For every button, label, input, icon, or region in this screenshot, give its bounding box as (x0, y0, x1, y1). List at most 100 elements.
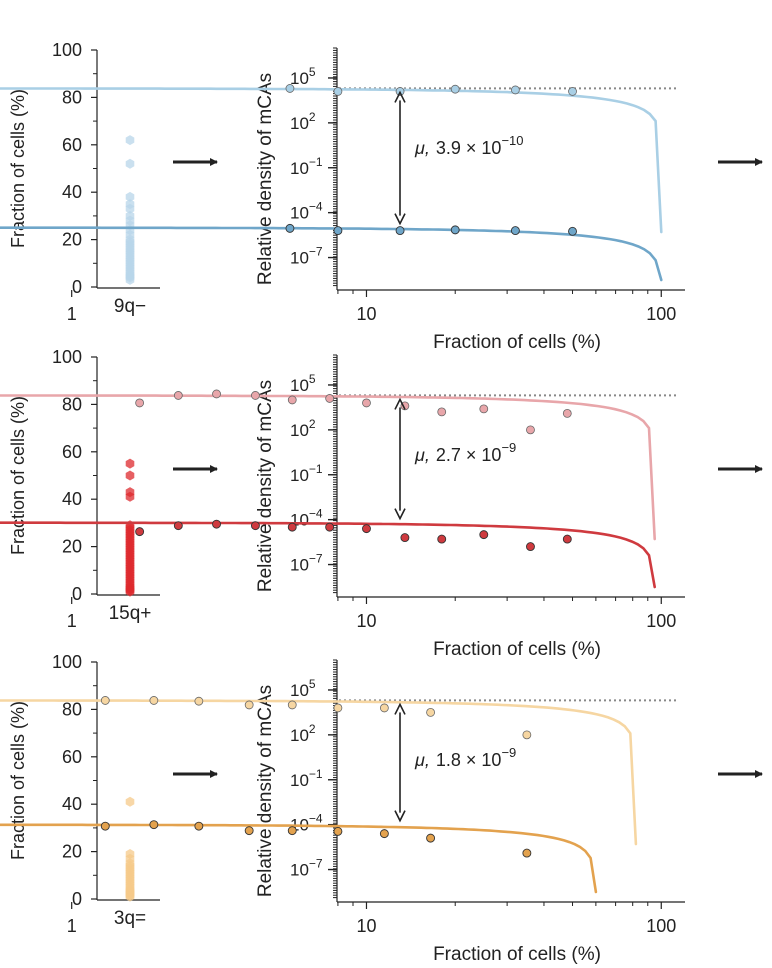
upper-point (194, 696, 204, 706)
lower-point (333, 826, 343, 836)
lower-point (426, 833, 436, 843)
tick-base: 10 (290, 204, 309, 223)
density-y-tick-label: 105 (290, 677, 316, 700)
strip-point (125, 891, 135, 902)
strip-tick-label: 40 (62, 794, 82, 814)
density-y-tick-label: 10−1 (290, 462, 323, 485)
mu-arrow-head-down (394, 810, 406, 823)
density-y-tick-label: 10−7 (290, 857, 323, 880)
tick-exponent: −1 (309, 155, 323, 169)
density-y-tick-label: 102 (290, 110, 316, 133)
mu-arrow-head-up (394, 90, 406, 103)
density-x-tick-label: 100 (646, 916, 676, 936)
lower-point (526, 542, 535, 552)
tick-base: 10 (290, 159, 309, 178)
tick-exponent: 2 (309, 417, 316, 431)
density-y-tick-label: 105 (290, 372, 316, 395)
mu-exponent: −9 (501, 440, 516, 455)
strip-tick-label: 80 (62, 699, 82, 719)
tick-exponent: −1 (309, 767, 323, 781)
lower-point (522, 848, 532, 858)
lower-point (287, 826, 297, 836)
tick-base: 10 (290, 771, 309, 790)
tick-base: 10 (290, 69, 309, 88)
density-x-tick-label: 1 (67, 304, 77, 324)
upper-point (325, 394, 335, 403)
y-minor-ticks (333, 354, 337, 594)
tick-base: 10 (290, 861, 309, 880)
density-x-label: Fraction of cells (%) (433, 332, 601, 353)
strip-tick-label: 40 (62, 182, 82, 202)
strip-y-label: Fraction of cells (%) (8, 701, 28, 860)
tick-exponent: −7 (309, 552, 323, 566)
upper-point (287, 700, 297, 710)
upper-point (426, 708, 435, 717)
mu-value: 2.7 × 10 (436, 445, 502, 465)
tick-exponent: 5 (309, 372, 316, 386)
mu-value: 1.8 × 10 (436, 750, 502, 770)
lower-point (149, 820, 159, 830)
density-x-tick-label: 10 (356, 916, 376, 936)
strip-point (125, 135, 135, 146)
lower-curve (0, 521, 657, 589)
upper-point (362, 398, 371, 408)
strip-point (125, 203, 135, 214)
tick-exponent: −4 (309, 507, 323, 521)
tick-base: 10 (290, 466, 309, 485)
lower-point (400, 533, 410, 543)
upper-point (212, 389, 221, 399)
lower-point (510, 226, 520, 236)
upper-point (568, 87, 577, 96)
mu-exponent: −9 (501, 745, 516, 760)
upper-point (149, 696, 159, 705)
strip-tick-label: 60 (62, 442, 82, 462)
strip-point (125, 586, 135, 597)
strip-plot: 0 20 40 60 80 100 Fraction of cells (%) 9q− (8, 40, 160, 317)
mu-value: 3.9 × 10 (436, 138, 502, 158)
upper-point (510, 85, 520, 95)
mu-annotation: μ, 2.7 × 10−9 (414, 440, 516, 465)
tick-base: 10 (290, 681, 309, 700)
tick-exponent: 5 (309, 677, 316, 691)
density-x-tick-label: 10 (356, 611, 376, 631)
density-x-tick-label: 10 (356, 304, 376, 324)
upper-point (437, 407, 447, 417)
strip-tick-label: 0 (72, 889, 82, 909)
density-y-tick-label: 102 (290, 722, 316, 745)
upper-point (333, 87, 343, 96)
density-x-tick-label: 100 (646, 304, 676, 324)
mu-annotation: μ, 1.8 × 10−9 (414, 745, 516, 770)
strip-x-label: 15q+ (109, 603, 152, 624)
lower-curve (0, 226, 663, 282)
tick-base: 10 (290, 249, 309, 268)
tick-exponent: −4 (309, 200, 323, 214)
strip-tick-label: 100 (52, 347, 82, 367)
strip-tick-label: 100 (52, 652, 82, 672)
density-y-tick-label: 10−1 (290, 767, 323, 790)
density-y-tick-label: 10−7 (290, 245, 323, 268)
density-y-label: Relative density of mCAs (255, 380, 276, 592)
lower-curve (0, 823, 598, 894)
strip-tick-label: 40 (62, 489, 82, 509)
upper-curve (0, 699, 638, 846)
density-y-tick-label: 10−7 (290, 552, 323, 575)
tick-base: 10 (290, 114, 309, 133)
lower-point (135, 527, 145, 537)
strip-point (125, 274, 135, 285)
density-y-tick-label: 10−1 (290, 155, 323, 178)
density-y-label: Relative density of mCAs (255, 73, 276, 285)
density-x-tick-label: 1 (67, 611, 77, 631)
density-x-tick-label: 1 (67, 916, 77, 936)
mu-symbol: μ, (414, 138, 430, 158)
strip-y-label: Fraction of cells (%) (8, 89, 28, 248)
strip-tick-label: 20 (62, 842, 82, 862)
lower-point (362, 524, 371, 534)
upper-point (244, 700, 254, 710)
tick-exponent: 2 (309, 722, 316, 736)
